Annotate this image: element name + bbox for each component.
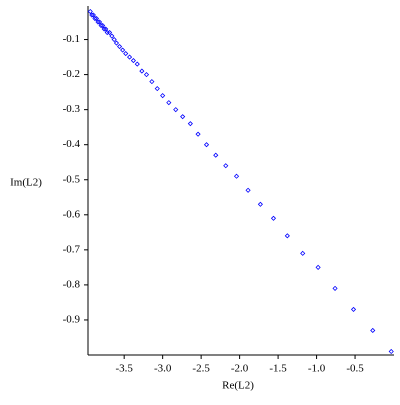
- point: [113, 40, 120, 46]
- point: [143, 72, 150, 78]
- point: [116, 43, 123, 50]
- point: [87, 8, 93, 15]
- point: [284, 233, 290, 239]
- point: [95, 19, 101, 25]
- point: [166, 100, 172, 106]
- point: [123, 51, 129, 57]
- point: [93, 15, 100, 22]
- point: [350, 306, 357, 312]
- point: [92, 15, 98, 22]
- point: [223, 163, 229, 169]
- point: [96, 19, 103, 25]
- point: [149, 79, 155, 85]
- point: [233, 173, 240, 179]
- point: [388, 348, 394, 355]
- point: [103, 26, 109, 32]
- point: [300, 250, 306, 256]
- point: [104, 29, 110, 36]
- point: [370, 327, 376, 334]
- point: [332, 285, 338, 291]
- point: [195, 131, 201, 137]
- point: [203, 142, 210, 148]
- point: [160, 93, 166, 99]
- point: [187, 121, 193, 127]
- point: [154, 86, 160, 92]
- x-tick-label: -3.0: [154, 363, 172, 375]
- x-tick-label: -2.5: [192, 363, 210, 375]
- x-tick-label: -0.5: [346, 363, 364, 375]
- x-axis-label: Re(L2): [222, 380, 254, 392]
- point: [315, 264, 321, 270]
- y-tick-label: -0.9: [63, 313, 81, 325]
- point: [213, 152, 219, 158]
- y-tick-label: -0.3: [63, 103, 81, 115]
- point: [130, 58, 136, 64]
- y-axis-label: Im(L2): [10, 177, 42, 189]
- point: [126, 54, 133, 60]
- point: [180, 114, 186, 120]
- point: [173, 107, 179, 113]
- x-tick-label: -1.5: [269, 363, 287, 375]
- y-tick-label: -0.2: [63, 68, 80, 80]
- point: [101, 26, 107, 32]
- point: [111, 36, 117, 43]
- y-tick-label: -0.6: [63, 208, 81, 220]
- point: [100, 22, 106, 29]
- point: [245, 187, 251, 193]
- x-tick-label: -2.0: [231, 363, 249, 375]
- point: [89, 12, 95, 18]
- x-tick-label: -1.0: [308, 363, 326, 375]
- y-tick-label: -0.8: [63, 278, 81, 290]
- y-tick-label: -0.5: [63, 173, 81, 185]
- point: [90, 12, 96, 18]
- point: [120, 47, 126, 53]
- point: [139, 68, 145, 74]
- y-tick-label: -0.1: [63, 33, 80, 45]
- y-tick-label: -0.7: [63, 243, 81, 255]
- point: [257, 201, 263, 207]
- point: [270, 215, 277, 221]
- point: [134, 61, 140, 67]
- x-tick-label: -3.5: [115, 363, 133, 375]
- point: [109, 33, 115, 39]
- y-tick-label: -0.4: [63, 138, 81, 150]
- point: [98, 22, 104, 29]
